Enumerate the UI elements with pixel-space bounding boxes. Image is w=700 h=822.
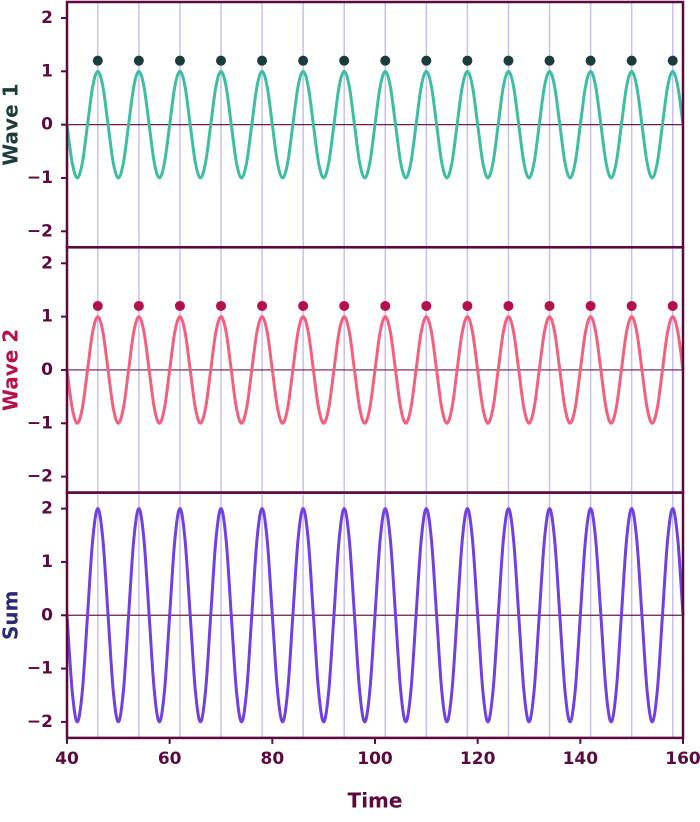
y-tick-label: 2 bbox=[41, 8, 53, 28]
peak-marker bbox=[462, 300, 473, 311]
y-tick-label: 1 bbox=[41, 307, 53, 327]
peak-marker bbox=[626, 55, 637, 66]
y-tick-label: −1 bbox=[27, 659, 53, 679]
peak-marker bbox=[667, 55, 678, 66]
y-tick-label: 0 bbox=[41, 360, 53, 380]
y-tick-label: −1 bbox=[27, 413, 53, 433]
y-axis-label: Wave 2 bbox=[0, 329, 23, 411]
y-tick-label: 2 bbox=[41, 253, 53, 273]
peak-marker bbox=[626, 300, 637, 311]
peak-marker bbox=[298, 300, 309, 311]
x-tick-label: 140 bbox=[563, 749, 599, 769]
y-tick-label: 0 bbox=[41, 605, 53, 625]
y-tick-label: −2 bbox=[27, 221, 53, 241]
peak-marker bbox=[133, 55, 144, 66]
y-tick-label: −2 bbox=[27, 712, 53, 732]
peak-marker bbox=[174, 55, 185, 66]
peak-marker bbox=[92, 300, 103, 311]
wave-line bbox=[65, 69, 685, 180]
peak-marker bbox=[133, 300, 144, 311]
wave-line bbox=[65, 315, 685, 425]
x-axis-label: Time bbox=[348, 788, 403, 812]
peak-marker bbox=[174, 300, 185, 311]
x-tick-label: 100 bbox=[357, 749, 393, 769]
peak-marker bbox=[257, 55, 268, 66]
peak-marker bbox=[92, 55, 103, 66]
peak-marker bbox=[380, 300, 391, 311]
x-tick-label: 160 bbox=[665, 749, 700, 769]
y-tick-label: 1 bbox=[41, 552, 53, 572]
peak-marker bbox=[503, 300, 514, 311]
peak-marker bbox=[339, 55, 350, 66]
peak-marker bbox=[339, 300, 350, 311]
y-tick-label: −2 bbox=[27, 467, 53, 487]
x-tick-label: 80 bbox=[260, 749, 284, 769]
x-tick-label: 60 bbox=[158, 749, 182, 769]
x-tick-label: 40 bbox=[55, 749, 79, 769]
peak-marker bbox=[216, 55, 226, 66]
y-axis-label: Wave 1 bbox=[0, 83, 22, 165]
y-tick-label: −1 bbox=[27, 168, 53, 188]
peak-marker bbox=[544, 300, 555, 311]
x-tick-label: 120 bbox=[460, 749, 496, 769]
peak-marker bbox=[667, 300, 678, 311]
y-tick-label: 1 bbox=[41, 61, 53, 81]
peak-marker bbox=[257, 300, 268, 311]
peak-marker bbox=[298, 55, 309, 66]
y-tick-label: 0 bbox=[41, 115, 53, 135]
wave-line bbox=[65, 507, 685, 724]
peak-marker bbox=[585, 300, 596, 311]
peak-marker bbox=[421, 300, 432, 311]
peak-marker bbox=[585, 55, 596, 66]
peak-marker bbox=[216, 300, 226, 311]
peak-marker bbox=[462, 55, 473, 66]
peak-marker bbox=[503, 55, 514, 66]
peak-marker bbox=[380, 55, 391, 66]
peak-marker bbox=[544, 55, 555, 66]
y-tick-label: 2 bbox=[41, 499, 53, 519]
y-axis-label: Sum bbox=[0, 591, 23, 640]
peak-marker bbox=[421, 55, 432, 66]
